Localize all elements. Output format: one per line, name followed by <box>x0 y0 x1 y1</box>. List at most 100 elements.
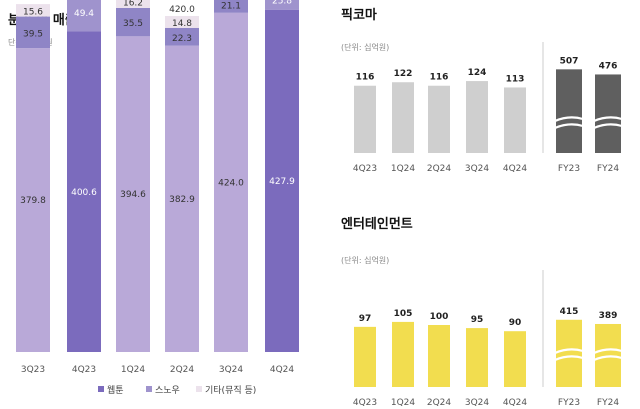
bar-1Q24 <box>392 82 414 153</box>
bar-4Q23 <box>354 85 376 153</box>
label-FY24: 476 <box>599 61 618 71</box>
label-webtoon-4Q24: 427.9 <box>269 177 295 187</box>
tick-3Q24: 3Q24 <box>465 164 490 174</box>
tick-2Q24: 2Q24 <box>170 365 195 375</box>
tick-4Q23: 4Q23 <box>353 164 377 174</box>
label-etc-2Q24: 14.8 <box>172 19 192 29</box>
left-chart: 분기 별 매출 단위: 십억 원 379.839.515.6434.93Q234… <box>8 0 299 396</box>
piccoma-title: 픽코마 <box>341 7 377 23</box>
piccoma-bars: 116 4Q23 122 1Q24 116 2Q24 124 3Q24 113 4Q24 507 FY… <box>353 42 623 174</box>
legend-swatch-2 <box>196 386 202 392</box>
bar-webtoon-4Q23 <box>67 31 101 353</box>
tick-4Q24: 4Q24 <box>503 398 528 408</box>
tick-FY24: FY24 <box>597 398 619 408</box>
bar-etc-2Q24 <box>165 16 199 28</box>
legend-label-0: 웹툰 <box>107 385 124 396</box>
tick-2Q24: 2Q24 <box>427 398 452 408</box>
bar-4Q24 <box>504 331 526 387</box>
label-2Q24: 100 <box>430 312 449 322</box>
bar-webtoon-4Q24 <box>265 9 299 353</box>
legend-swatch-0 <box>98 386 104 392</box>
label-3Q24: 95 <box>471 315 484 325</box>
bar-FY24 <box>595 74 621 153</box>
label-snow-1Q24: 35.5 <box>123 19 143 29</box>
axis-break-FY24-1 <box>593 355 623 362</box>
axis-break-FY23-1 <box>554 123 584 130</box>
bar-snow-3Q23 <box>16 16 50 49</box>
label-4Q24: 90 <box>509 318 522 328</box>
piccoma-subtitle: (단위: 십억원) <box>341 42 389 52</box>
tick-3Q23: 3Q23 <box>21 365 45 375</box>
label-webtoon-3Q23: 379.8 <box>20 196 46 206</box>
tick-1Q24: 1Q24 <box>391 164 416 174</box>
label-webtoon-2Q24: 382.9 <box>169 195 195 205</box>
entertainment-subtitle: (단위: 십억원) <box>341 255 389 265</box>
axis-break-FY23-0 <box>554 348 584 355</box>
piccoma-chart: 픽코마 (단위: 십억원) 116 4Q23 122 1Q24 116 2Q24 124 3Q… <box>341 7 623 174</box>
label-FY23: 415 <box>560 307 579 317</box>
bar-snow-3Q24 <box>214 0 248 13</box>
label-total-2Q24: 420.0 <box>169 5 195 15</box>
axis-break-FY24-0 <box>593 348 623 355</box>
tick-3Q24: 3Q24 <box>465 398 490 408</box>
label-2Q24: 116 <box>430 73 449 83</box>
bar-snow-1Q24 <box>116 7 150 37</box>
label-snow-2Q24: 22.3 <box>172 34 192 44</box>
entertainment-chart: 엔터테인먼트 (단위: 십억원) 97 4Q23 105 1Q24 100 2Q24 95 3… <box>341 216 623 408</box>
bar-4Q24 <box>504 87 526 153</box>
label-webtoon-1Q24: 394.6 <box>120 190 146 200</box>
label-etc-3Q23: 15.6 <box>23 7 43 17</box>
bar-1Q24 <box>392 321 414 387</box>
bar-FY23 <box>556 69 582 153</box>
bar-snow-4Q24 <box>265 0 299 10</box>
label-snow-4Q24: 25.8 <box>272 0 292 6</box>
label-4Q23: 97 <box>359 314 372 324</box>
bar-3Q24 <box>466 81 488 153</box>
label-etc-1Q24: 16.2 <box>123 0 143 8</box>
tick-FY23: FY23 <box>558 398 580 408</box>
bar-webtoon-3Q24 <box>214 12 248 353</box>
entertainment-title: 엔터테인먼트 <box>341 216 413 232</box>
left-legend: 웹툰 스노우 기타(뮤직 등) <box>98 385 256 396</box>
bar-webtoon-1Q24 <box>116 36 150 352</box>
label-1Q24: 105 <box>394 309 413 319</box>
bar-FY23 <box>556 319 582 387</box>
bar-webtoon-2Q24 <box>165 45 199 353</box>
legend-swatch-1 <box>146 386 152 392</box>
axis-break-FY23-0 <box>554 116 584 123</box>
legend-label-1: 스노우 <box>155 385 180 396</box>
bar-snow-4Q23 <box>67 0 101 32</box>
tick-4Q23: 4Q23 <box>353 398 377 408</box>
entertainment-bars: 97 4Q23 105 1Q24 100 2Q24 95 3Q24 90 4Q24 415 FY23 3… <box>353 270 623 408</box>
label-FY23: 507 <box>560 56 579 66</box>
label-1Q24: 122 <box>394 69 413 79</box>
label-FY24: 389 <box>599 311 618 321</box>
bar-webtoon-3Q23 <box>16 48 50 352</box>
label-snow-3Q23: 39.5 <box>23 29 43 39</box>
bar-snow-2Q24 <box>165 27 199 46</box>
bar-2Q24 <box>428 325 450 387</box>
label-snow-4Q23: 49.4 <box>74 9 94 19</box>
bar-4Q23 <box>354 326 376 387</box>
bar-etc-3Q23 <box>16 4 50 17</box>
tick-4Q23: 4Q23 <box>72 365 96 375</box>
tick-3Q24: 3Q24 <box>219 365 244 375</box>
bar-etc-1Q24 <box>116 0 150 8</box>
label-4Q23: 116 <box>356 73 375 83</box>
axis-break-FY24-1 <box>593 123 623 130</box>
tick-1Q24: 1Q24 <box>391 398 416 408</box>
bar-2Q24 <box>428 85 450 153</box>
label-total-3Q23: 434.9 <box>20 0 46 3</box>
legend-label-2: 기타(뮤직 등) <box>205 385 256 396</box>
tick-4Q24: 4Q24 <box>503 164 528 174</box>
axis-break-FY24-0 <box>593 116 623 123</box>
label-webtoon-3Q24: 424.0 <box>218 178 244 188</box>
tick-FY24: FY24 <box>597 164 619 174</box>
label-webtoon-4Q23: 400.6 <box>71 188 97 198</box>
tick-4Q24: 4Q24 <box>270 365 295 375</box>
tick-1Q24: 1Q24 <box>121 365 146 375</box>
label-4Q24: 113 <box>506 74 525 84</box>
label-snow-3Q24: 21.1 <box>221 1 241 11</box>
left-bars: 379.839.515.6434.93Q23400.649.416.3466.3… <box>16 0 299 375</box>
